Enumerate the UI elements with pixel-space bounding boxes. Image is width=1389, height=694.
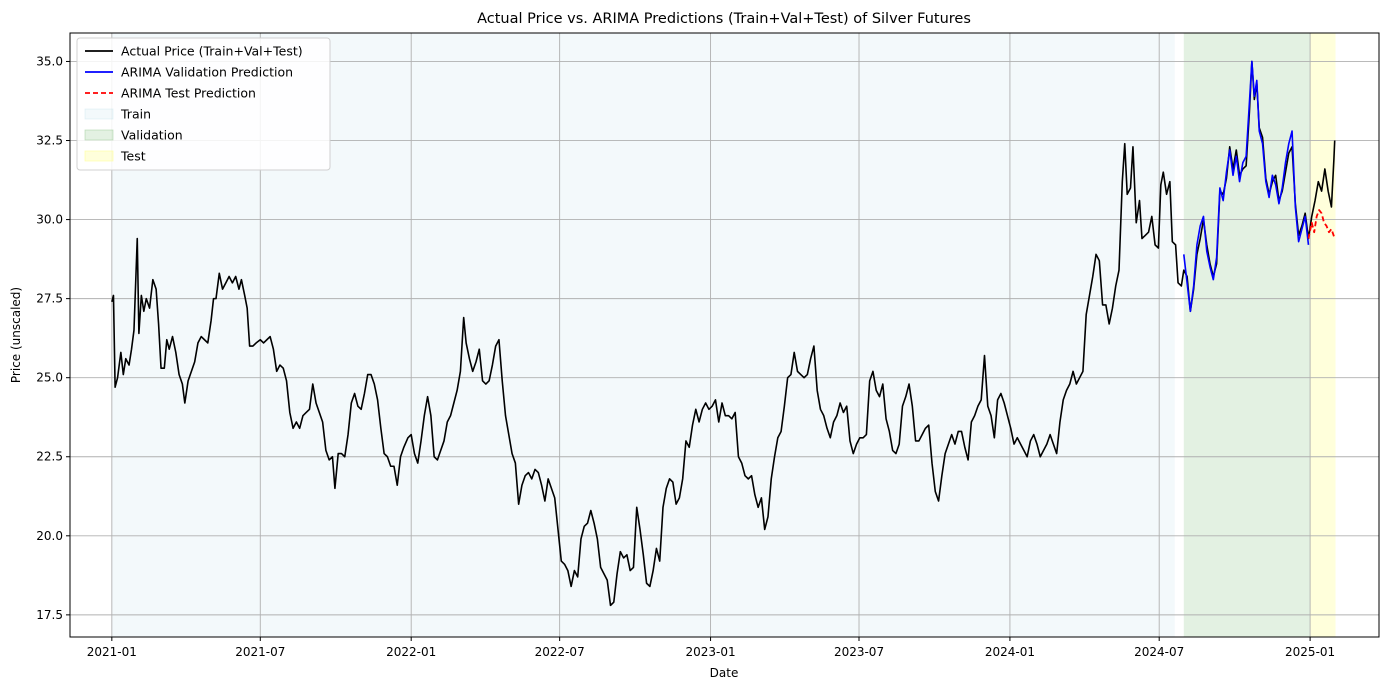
y-tick-label: 32.5 <box>36 134 63 148</box>
y-tick-label: 27.5 <box>36 292 63 306</box>
plot-frame <box>69 32 1380 638</box>
legend-label-actual-price-train-val-test-: Actual Price (Train+Val+Test) <box>121 44 303 59</box>
x-tick-label: 2024-07 <box>1134 645 1184 659</box>
legend-swatch-validation <box>84 129 114 141</box>
legend-label-train: Train <box>120 107 151 122</box>
x-tick-label: 2023-01 <box>685 645 735 659</box>
x-tick-label: 2022-07 <box>535 645 585 659</box>
x-tick-label: 2025-01 <box>1285 645 1335 659</box>
y-tick-label: 17.5 <box>36 608 63 622</box>
x-tick-label: 2023-07 <box>834 645 884 659</box>
x-tick-label: 2024-01 <box>985 645 1035 659</box>
legend-box <box>76 37 331 171</box>
series-line-arima-test-prediction <box>1307 209 1336 239</box>
series-line-arima-validation-prediction <box>1183 60 1310 313</box>
chart-title: Actual Price vs. ARIMA Predictions (Trai… <box>477 11 971 27</box>
y-tick-label: 35.0 <box>36 54 63 68</box>
legend-swatch-test <box>84 150 114 162</box>
y-axis-label: Price (unscaled) <box>9 287 23 383</box>
region-test <box>1310 33 1336 637</box>
legend-label-arima-validation-prediction: ARIMA Validation Prediction <box>121 65 293 80</box>
series-line-actual-price-train-val-test- <box>111 60 1336 607</box>
y-tick-label: 20.0 <box>36 529 63 543</box>
y-tick-label: 25.0 <box>36 371 63 385</box>
x-tick-label: 2021-07 <box>235 645 285 659</box>
legend-label-validation: Validation <box>121 128 183 143</box>
y-tick-label: 22.5 <box>36 450 63 464</box>
legend-swatch-train <box>84 108 114 120</box>
legend-label-arima-test-prediction: ARIMA Test Prediction <box>121 86 256 101</box>
y-tick-label: 30.0 <box>36 213 63 227</box>
x-tick-label: 2022-01 <box>386 645 436 659</box>
x-tick-label: 2021-01 <box>87 645 137 659</box>
region-validation <box>1183 33 1311 637</box>
legend-label-test: Test <box>120 149 146 164</box>
x-axis-label: Date <box>710 666 739 680</box>
